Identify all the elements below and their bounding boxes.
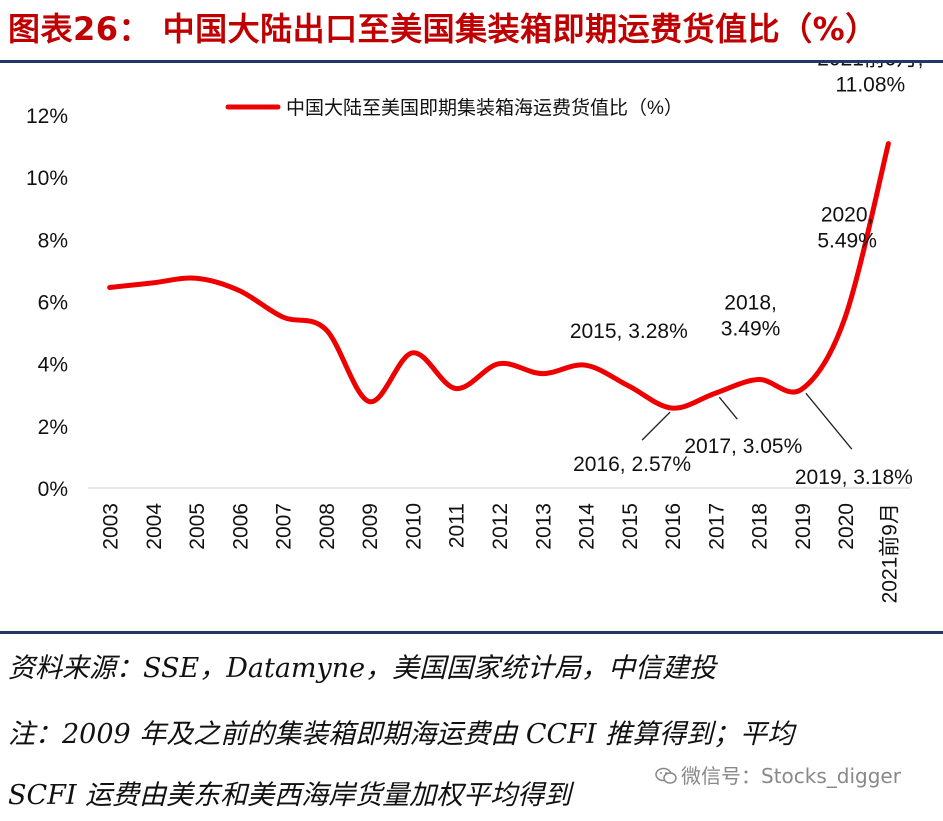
x-tick-label: 2003 xyxy=(100,503,123,550)
data-label: 2017, 3.05% xyxy=(684,435,802,458)
x-tick-label: 2008 xyxy=(316,503,339,550)
footnote-line-2: SCFI 运费由美东和美西海岸货量加权平均得到 xyxy=(8,780,572,811)
wechat-icon xyxy=(655,767,677,784)
x-tick-label: 2007 xyxy=(273,503,296,550)
x-tick-label: 2006 xyxy=(229,503,252,550)
y-tick-label: 10% xyxy=(26,167,68,190)
data-label: 3.49% xyxy=(721,318,781,341)
data-label: 2019, 3.18% xyxy=(795,466,913,489)
x-tick-label: 2013 xyxy=(532,503,555,550)
series-layer xyxy=(107,141,891,411)
x-tick-label: 2015 xyxy=(619,503,642,550)
x-tick-label: 2016 xyxy=(662,503,685,550)
annotation-leader xyxy=(641,411,671,441)
series-line xyxy=(107,141,891,411)
figure-title: 图表26： 中国大陆出口至美国集装箱即期运费货值比（%） xyxy=(8,10,878,48)
y-tick-label: 8% xyxy=(38,229,68,252)
x-tick-label: 2017 xyxy=(705,503,728,550)
data-label: 2021前9月, xyxy=(817,63,923,71)
y-tick-label: 12% xyxy=(26,105,68,128)
x-tick-label: 2010 xyxy=(402,503,425,550)
watermark-text: 微信号：Stocks_digger xyxy=(681,764,901,788)
x-tick-label: 2009 xyxy=(359,503,382,550)
data-label: 2018, xyxy=(724,292,777,315)
data-label: 2015, 3.28% xyxy=(570,320,688,343)
data-label: 2020, xyxy=(821,203,874,226)
watermark: 微信号：Stocks_digger xyxy=(655,760,901,789)
y-tick-label: 0% xyxy=(38,478,68,501)
x-tick-label: 2018 xyxy=(749,503,772,550)
legend-label: 中国大陆至美国即期集装箱海运费货值比（%） xyxy=(286,97,683,119)
annotation-leader xyxy=(718,396,738,420)
data-label: 5.49% xyxy=(817,229,877,252)
x-tick-label: 2019 xyxy=(792,503,815,550)
x-tick-label: 2004 xyxy=(143,503,166,550)
x-tick-label: 2011 xyxy=(446,503,469,548)
footnote-line-1: 注：2009 年及之前的集装箱即期海运费由 CCFI 推算得到；平均 xyxy=(8,719,795,750)
annotation-leader xyxy=(805,392,853,450)
y-axis: 0% 2% 4% 6% 8% 10% 12% xyxy=(26,105,68,501)
data-label: 11.08% xyxy=(836,74,906,97)
y-tick-label: 6% xyxy=(38,292,68,315)
annotations-layer: 2015, 3.28% 2016, 2.57%2017, 3.05% 2018, 3.… xyxy=(570,63,924,489)
title-rule xyxy=(0,60,943,63)
x-tick-label: 2021前9月 xyxy=(878,503,901,603)
x-tick-label: 2020 xyxy=(835,503,858,550)
x-tick-label: 2005 xyxy=(186,503,209,550)
y-tick-label: 2% xyxy=(38,416,68,439)
y-tick-label: 4% xyxy=(38,354,68,377)
source-rule xyxy=(0,631,943,634)
data-label: 2016, 2.57% xyxy=(573,453,691,476)
source-note: 资料来源：SSE，Datamyne，美国国家统计局，中信建投 xyxy=(8,653,717,684)
x-tick-label: 2014 xyxy=(576,503,599,550)
x-axis: 2003 2004 2005 2006 2007 2008 2009 2010 2011 2012… xyxy=(88,487,910,603)
x-tick-label: 2012 xyxy=(489,503,512,550)
legend: 中国大陆至美国即期集装箱海运费货值比（%） xyxy=(225,97,683,119)
line-chart: 0%2%4%6%8%10%12% 2003 2004 2005 2006 2007 200… xyxy=(26,63,924,603)
